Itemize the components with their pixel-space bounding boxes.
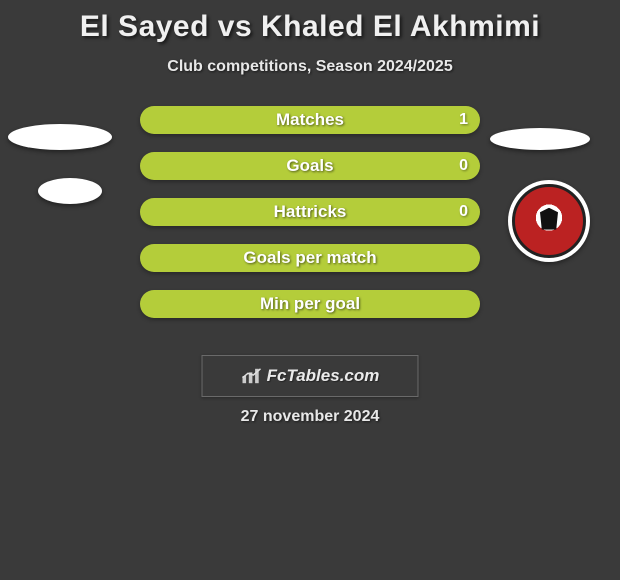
stat-value-right: 1 [459,106,468,134]
player1-shape-2 [38,178,102,204]
comparison-card: El Sayed vs Khaled El Akhmimi Club compe… [0,0,620,580]
player2-shape-1 [490,128,590,150]
stat-bar: Goals per match [140,244,480,272]
stat-bar: Goals0 [140,152,480,180]
player1-shape-1 [8,124,112,150]
stat-label: Matches [140,106,480,134]
stat-label: Goals per match [140,244,480,272]
date-label: 27 november 2024 [0,408,620,426]
stat-bar: Hattricks0 [140,198,480,226]
fctables-label: FcTables.com [267,366,380,386]
stat-bar: Matches1 [140,106,480,134]
club-badge-emblem [512,184,586,258]
page-subtitle: Club competitions, Season 2024/2025 [0,58,620,76]
stat-bar: Min per goal [140,290,480,318]
stat-label: Goals [140,152,480,180]
chart-icon [241,367,263,385]
page-title: El Sayed vs Khaled El Akhmimi [0,0,620,44]
fctables-link[interactable]: FcTables.com [202,355,419,397]
stat-label: Min per goal [140,290,480,318]
stats-bars: Matches1Goals0Hattricks0Goals per matchM… [140,106,480,318]
stat-label: Hattricks [140,198,480,226]
club-badge [508,180,590,262]
stat-value-right: 0 [459,152,468,180]
stat-value-right: 0 [459,198,468,226]
